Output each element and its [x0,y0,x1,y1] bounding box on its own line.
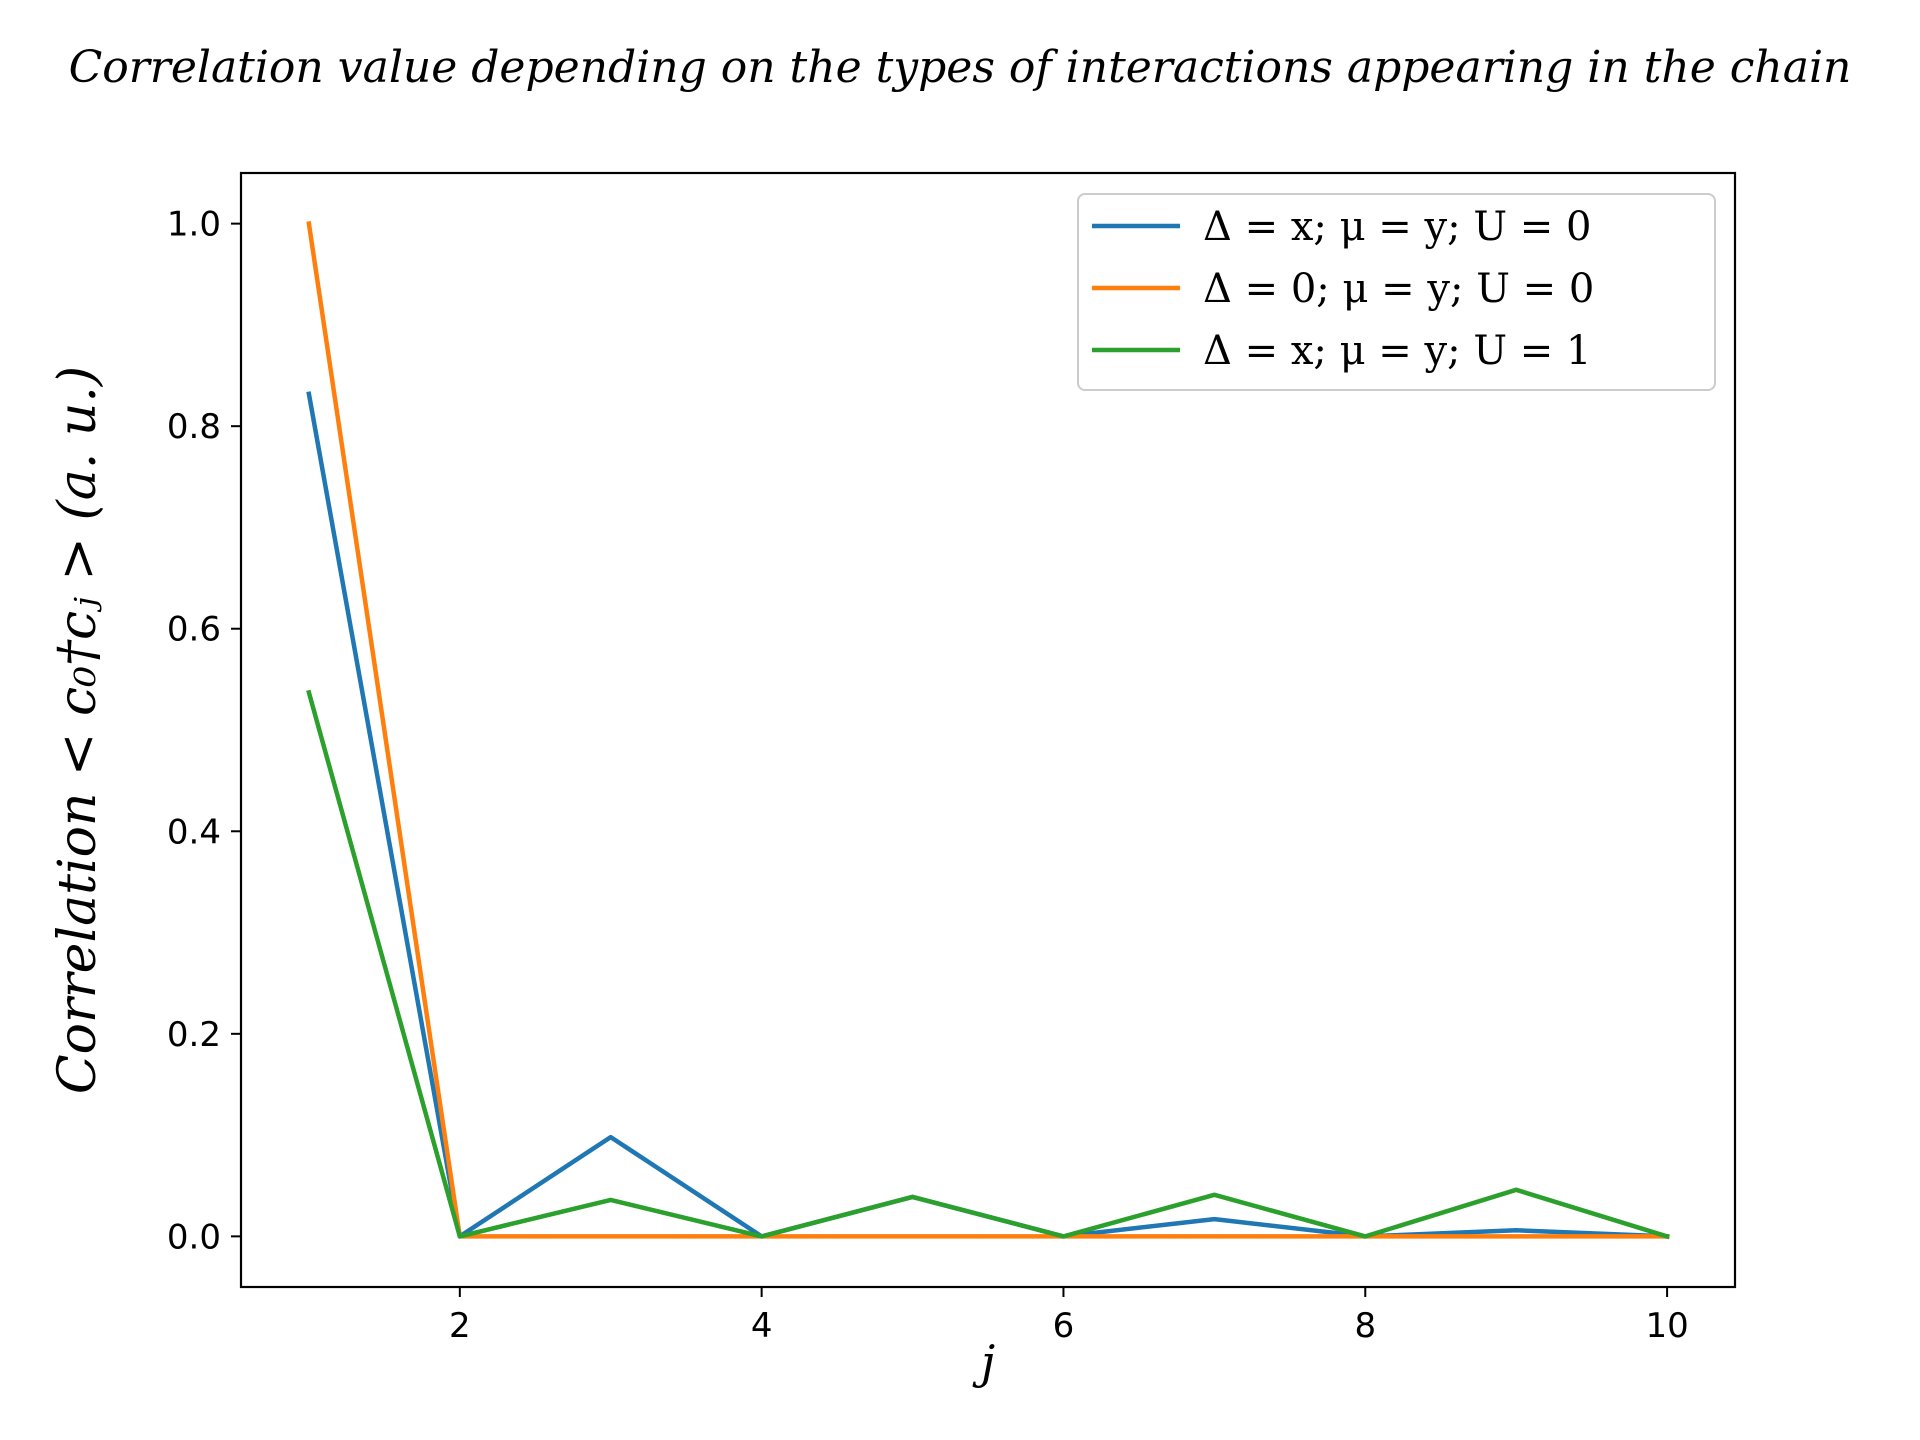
legend-label-2: Δ = 0; μ = y; U = 0 [1203,266,1594,312]
plot-area [239,171,1737,1289]
legend-box [1077,193,1716,391]
plot-frame [239,171,1737,1289]
y-tick-label: 0.4 [167,812,221,852]
y-tick-label: 0.0 [167,1217,221,1257]
y-tick-label: 0.2 [167,1015,221,1055]
y-tick-label: 0.8 [167,407,221,447]
series-line-1 [306,391,1670,1239]
chart-title: Correlation value depending on the types… [69,42,1852,93]
series-line-3 [306,689,1670,1240]
legend-entries: Δ = x; μ = y; U = 0 Δ = 0; μ = y; U = 0 Δ … [1092,204,1594,374]
x-tick-label: 8 [1354,1306,1376,1346]
x-axis-label: j [972,1335,995,1389]
x-tick-label: 2 [449,1306,471,1346]
x-tick-label: 10 [1645,1306,1688,1346]
x-tick-label: 4 [751,1306,773,1346]
y-tick-label: 1.0 [167,205,221,245]
series-line-2 [306,221,1670,1239]
y-axis: 0.0 0.2 0.4 0.6 0.8 1.0 [167,205,241,1257]
legend-label-3: Δ = x; μ = y; U = 1 [1203,328,1591,374]
y-axis-label: Correlation < c₀†cⱼ > (a. u.) [48,366,108,1094]
legend-label-1: Δ = x; μ = y; U = 0 [1203,204,1591,250]
series-layer [306,221,1670,1240]
y-tick-label: 0.6 [167,610,221,650]
x-tick-label: 6 [1053,1306,1075,1346]
x-axis: 2 4 6 8 10 [449,1287,1689,1346]
legend: Δ = x; μ = y; U = 0 Δ = 0; μ = y; U = 0 Δ … [1077,193,1716,391]
